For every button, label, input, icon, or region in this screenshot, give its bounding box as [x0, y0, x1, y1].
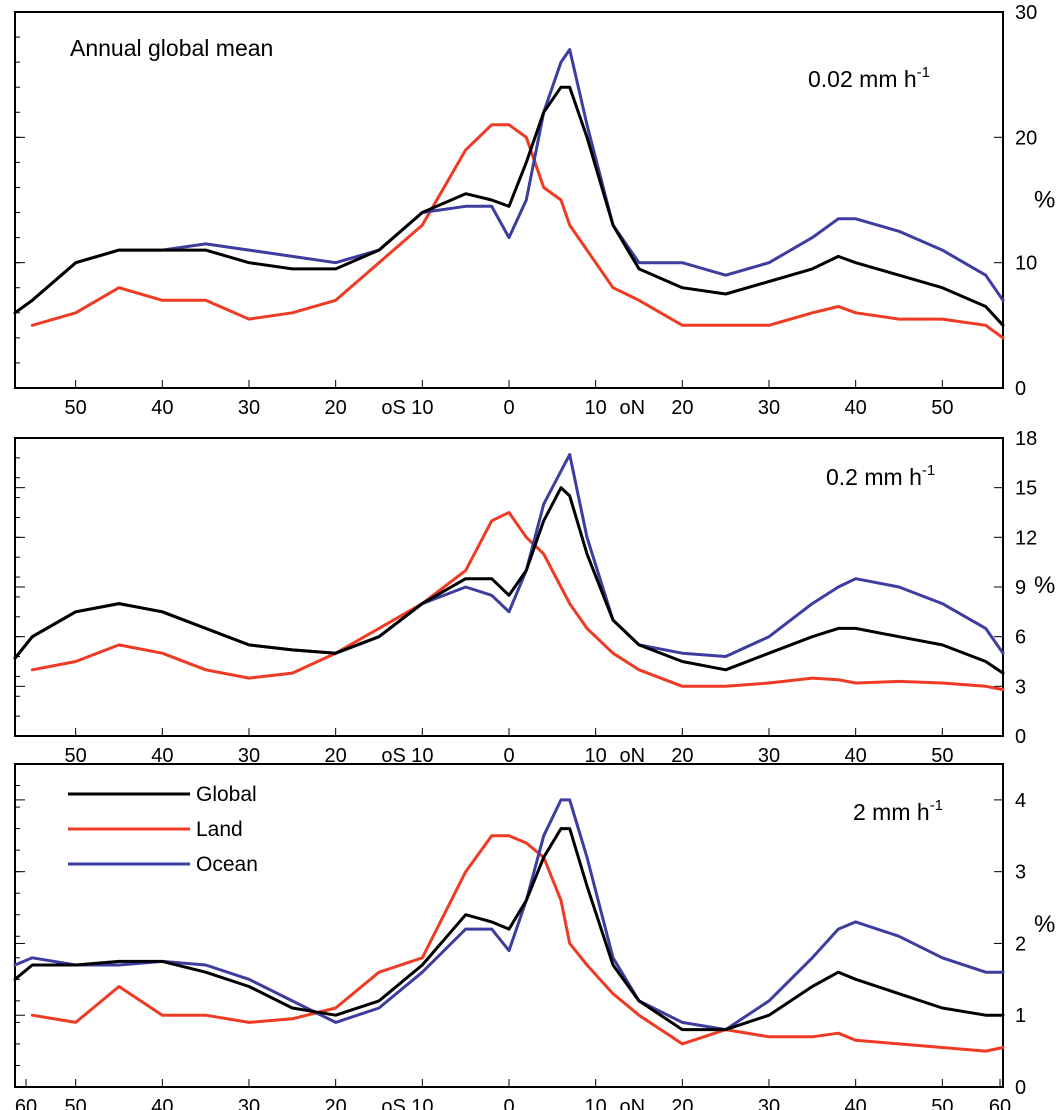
- rate-label: 0.2 mm h-1: [826, 462, 935, 490]
- x-tick-label: 40: [151, 1096, 173, 1110]
- x-tick-label: 40: [845, 745, 867, 767]
- x-tick-label: 30: [758, 1096, 780, 1110]
- x-tick-label: 20: [325, 745, 347, 767]
- series-line-global: [13, 827, 1005, 1032]
- x-tick-label: 10: [411, 397, 433, 419]
- x-tick-label: 0: [503, 397, 514, 419]
- y-tick-label: 10: [1015, 253, 1037, 275]
- x-tick-label: 20: [325, 397, 347, 419]
- y-tick-label: 6: [1015, 627, 1026, 649]
- north-label: oN: [620, 745, 646, 767]
- series-line-land: [30, 123, 1005, 340]
- x-tick-label: 20: [671, 745, 693, 767]
- x-tick-label: 10: [585, 1096, 607, 1110]
- y-tick-label: 3: [1015, 862, 1026, 884]
- x-tick-label: 10: [411, 1096, 433, 1110]
- y-tick-label: 4: [1015, 790, 1026, 812]
- rate-label-exponent: -1: [917, 64, 930, 81]
- x-tick-label: 10: [585, 745, 607, 767]
- x-tick-label: 10: [585, 397, 607, 419]
- y-axis-label: %: [1034, 911, 1055, 938]
- y-tick-label: 15: [1015, 478, 1037, 500]
- x-tick-label: 20: [671, 1096, 693, 1110]
- y-tick-label: 9: [1015, 577, 1026, 599]
- x-tick-label: 40: [845, 1096, 867, 1110]
- rate-label-exponent: -1: [922, 462, 935, 479]
- y-tick-label: 0: [1015, 378, 1026, 400]
- legend-label-land: Land: [196, 818, 243, 841]
- rate-label-text: 2 mm h: [853, 799, 930, 825]
- x-tick-label: 50: [931, 1096, 953, 1110]
- x-tick-label: 50: [65, 745, 87, 767]
- y-tick-label: 30: [1015, 2, 1037, 24]
- series-line-global: [13, 85, 1005, 327]
- x-tick-label: 0: [503, 1096, 514, 1110]
- x-tick-label: 50: [65, 1096, 87, 1110]
- x-tick-label: 50: [931, 745, 953, 767]
- rate-label-text: 0.02 mm h: [808, 66, 917, 92]
- x-tick-label: 30: [238, 745, 260, 767]
- y-tick-label: 0: [1015, 1077, 1026, 1099]
- y-tick-label: 2: [1015, 933, 1026, 955]
- y-tick-label: 12: [1015, 527, 1037, 549]
- x-tick-label: 50: [931, 397, 953, 419]
- x-tick-label: 30: [238, 397, 260, 419]
- x-tick-label: 40: [845, 397, 867, 419]
- x-tick-label: 50: [65, 397, 87, 419]
- x-tick-label: 40: [151, 397, 173, 419]
- y-tick-label: 20: [1015, 127, 1037, 149]
- series-line-global: [13, 486, 1005, 675]
- rate-label-text: 0.2 mm h: [826, 464, 922, 490]
- x-tick-label: 10: [411, 745, 433, 767]
- north-label: oN: [620, 397, 646, 419]
- legend-label-global: Global: [196, 783, 257, 806]
- series-line-ocean: [13, 798, 1005, 1032]
- series-line-land: [30, 834, 1005, 1053]
- y-tick-label: 18: [1015, 428, 1037, 450]
- x-tick-label: 30: [758, 745, 780, 767]
- panel-2: 0 3 6 9 12 15 18% 50 40 30 20 10 0 10 20 30 40 50 oS oN 0.2 …: [13, 428, 1055, 767]
- south-label: oS: [381, 1096, 405, 1110]
- south-label: oS: [381, 397, 405, 419]
- south-label: oS: [381, 745, 405, 767]
- panel-1: 0 10 20 30% 50 40 30 20 10 0 10 20 30 40 50 oS oN 0.02 mm…: [13, 2, 1055, 419]
- y-tick-label: 3: [1015, 676, 1026, 698]
- x-tick-label: 20: [671, 397, 693, 419]
- y-tick-label: 0: [1015, 726, 1026, 748]
- x-tick-label: 0: [503, 745, 514, 767]
- series-line-land: [30, 511, 1005, 692]
- x-tick-label: 20: [325, 1096, 347, 1110]
- panel-3: 0 1 2 3 4% 60 50 40 30 20 10 0 10 20 30 40 50 60 oS oN 2 mm …: [13, 763, 1055, 1110]
- rate-label-exponent: -1: [930, 797, 943, 814]
- y-tick-label: 1: [1015, 1005, 1026, 1027]
- x-tick-label: 30: [758, 397, 780, 419]
- legend-label-ocean: Ocean: [196, 853, 258, 876]
- chart-title: Annual global mean: [70, 35, 273, 61]
- y-axis-label: %: [1034, 187, 1055, 214]
- x-tick-label: 60: [15, 1096, 37, 1110]
- y-axis-label: %: [1034, 572, 1055, 599]
- x-tick-label: 30: [238, 1096, 260, 1110]
- rate-label: 0.02 mm h-1: [808, 64, 930, 92]
- x-tick-label: 60: [989, 1096, 1011, 1110]
- north-label: oN: [620, 1096, 646, 1110]
- rate-label: 2 mm h-1: [853, 797, 943, 825]
- x-tick-label: 40: [151, 745, 173, 767]
